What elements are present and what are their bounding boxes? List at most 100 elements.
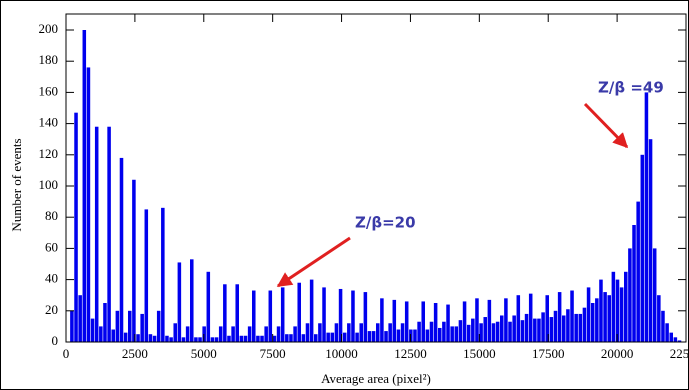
x-tick-label: 0 (63, 346, 70, 361)
bar (243, 335, 248, 342)
bar (111, 329, 115, 342)
bar (528, 293, 533, 342)
bar (442, 321, 446, 342)
bar (272, 335, 277, 342)
bar (256, 335, 260, 342)
bar (367, 331, 372, 342)
bar (524, 313, 529, 342)
x-axis-label: Average area (pixel²) (321, 371, 431, 386)
bar (194, 337, 198, 342)
bar (615, 279, 620, 342)
bar (285, 334, 289, 342)
bar (330, 332, 335, 342)
bar (355, 332, 359, 342)
bar (429, 321, 434, 342)
bar (450, 326, 454, 342)
bar (103, 303, 107, 342)
bar (82, 30, 87, 342)
x-tick-label: 7500 (260, 346, 286, 361)
bar (574, 313, 578, 342)
bar (136, 334, 140, 342)
bar (648, 139, 653, 342)
plot-area (70, 30, 682, 343)
bar (338, 288, 343, 342)
bar (479, 323, 483, 342)
bar (128, 310, 132, 342)
bar (516, 295, 521, 342)
bar (94, 126, 99, 342)
bar (438, 327, 442, 342)
bar (74, 112, 78, 343)
bar (665, 323, 669, 342)
bar (652, 248, 657, 342)
bar (376, 323, 380, 342)
annotation-arrow (583, 102, 629, 149)
bar (231, 326, 235, 342)
y-tick-label: 80 (45, 208, 58, 223)
y-tick-label: 20 (45, 302, 58, 317)
bar (541, 312, 545, 342)
annotation: Z/β=20 (355, 214, 416, 232)
bar (533, 318, 537, 342)
y-tick-label: 60 (45, 239, 58, 254)
bar (491, 323, 496, 342)
bar (644, 92, 649, 343)
bar (632, 225, 636, 342)
bar (165, 335, 169, 342)
bar (557, 292, 562, 342)
bar (161, 207, 165, 342)
bar (309, 279, 314, 342)
bar (214, 337, 219, 342)
y-tick-label: 0 (52, 333, 59, 348)
x-tick-label: 22500 (670, 346, 689, 361)
bar (347, 323, 351, 342)
bar (582, 307, 587, 342)
y-tick-label: 160 (39, 83, 59, 98)
bar (144, 209, 149, 342)
bar (570, 290, 574, 342)
bar (351, 290, 355, 342)
bar (152, 335, 157, 342)
bar (99, 326, 103, 342)
y-tick-label: 180 (39, 52, 59, 67)
bar (400, 323, 405, 342)
x-tick-label: 15000 (463, 346, 496, 361)
bar (458, 320, 463, 342)
bar (628, 248, 632, 342)
bar (462, 301, 467, 342)
bar (280, 287, 285, 342)
y-tick-label: 120 (39, 146, 59, 161)
bar (607, 295, 611, 342)
bar (661, 310, 665, 342)
bar (603, 292, 607, 342)
bar (611, 271, 616, 342)
bar (342, 332, 347, 342)
bar (132, 179, 136, 342)
bar (239, 335, 244, 342)
x-tick-label: 12500 (394, 346, 427, 361)
bar (446, 304, 450, 342)
bar (396, 329, 401, 342)
bar (466, 324, 471, 342)
bar (599, 279, 603, 342)
bar (115, 310, 120, 342)
bar (677, 340, 682, 342)
bar (260, 335, 264, 342)
bar (483, 317, 487, 342)
bar (471, 318, 475, 342)
bar (314, 334, 318, 342)
y-tick-label: 200 (39, 21, 59, 36)
bar (520, 320, 525, 342)
x-tick-label: 5000 (191, 346, 217, 361)
bar (227, 335, 231, 342)
bar (185, 326, 190, 342)
bar (326, 332, 330, 342)
bar (566, 309, 570, 342)
bar (371, 331, 376, 342)
bar (70, 310, 74, 342)
bar (425, 329, 430, 342)
bar (190, 259, 194, 342)
bar (218, 326, 223, 342)
bar (578, 313, 583, 342)
